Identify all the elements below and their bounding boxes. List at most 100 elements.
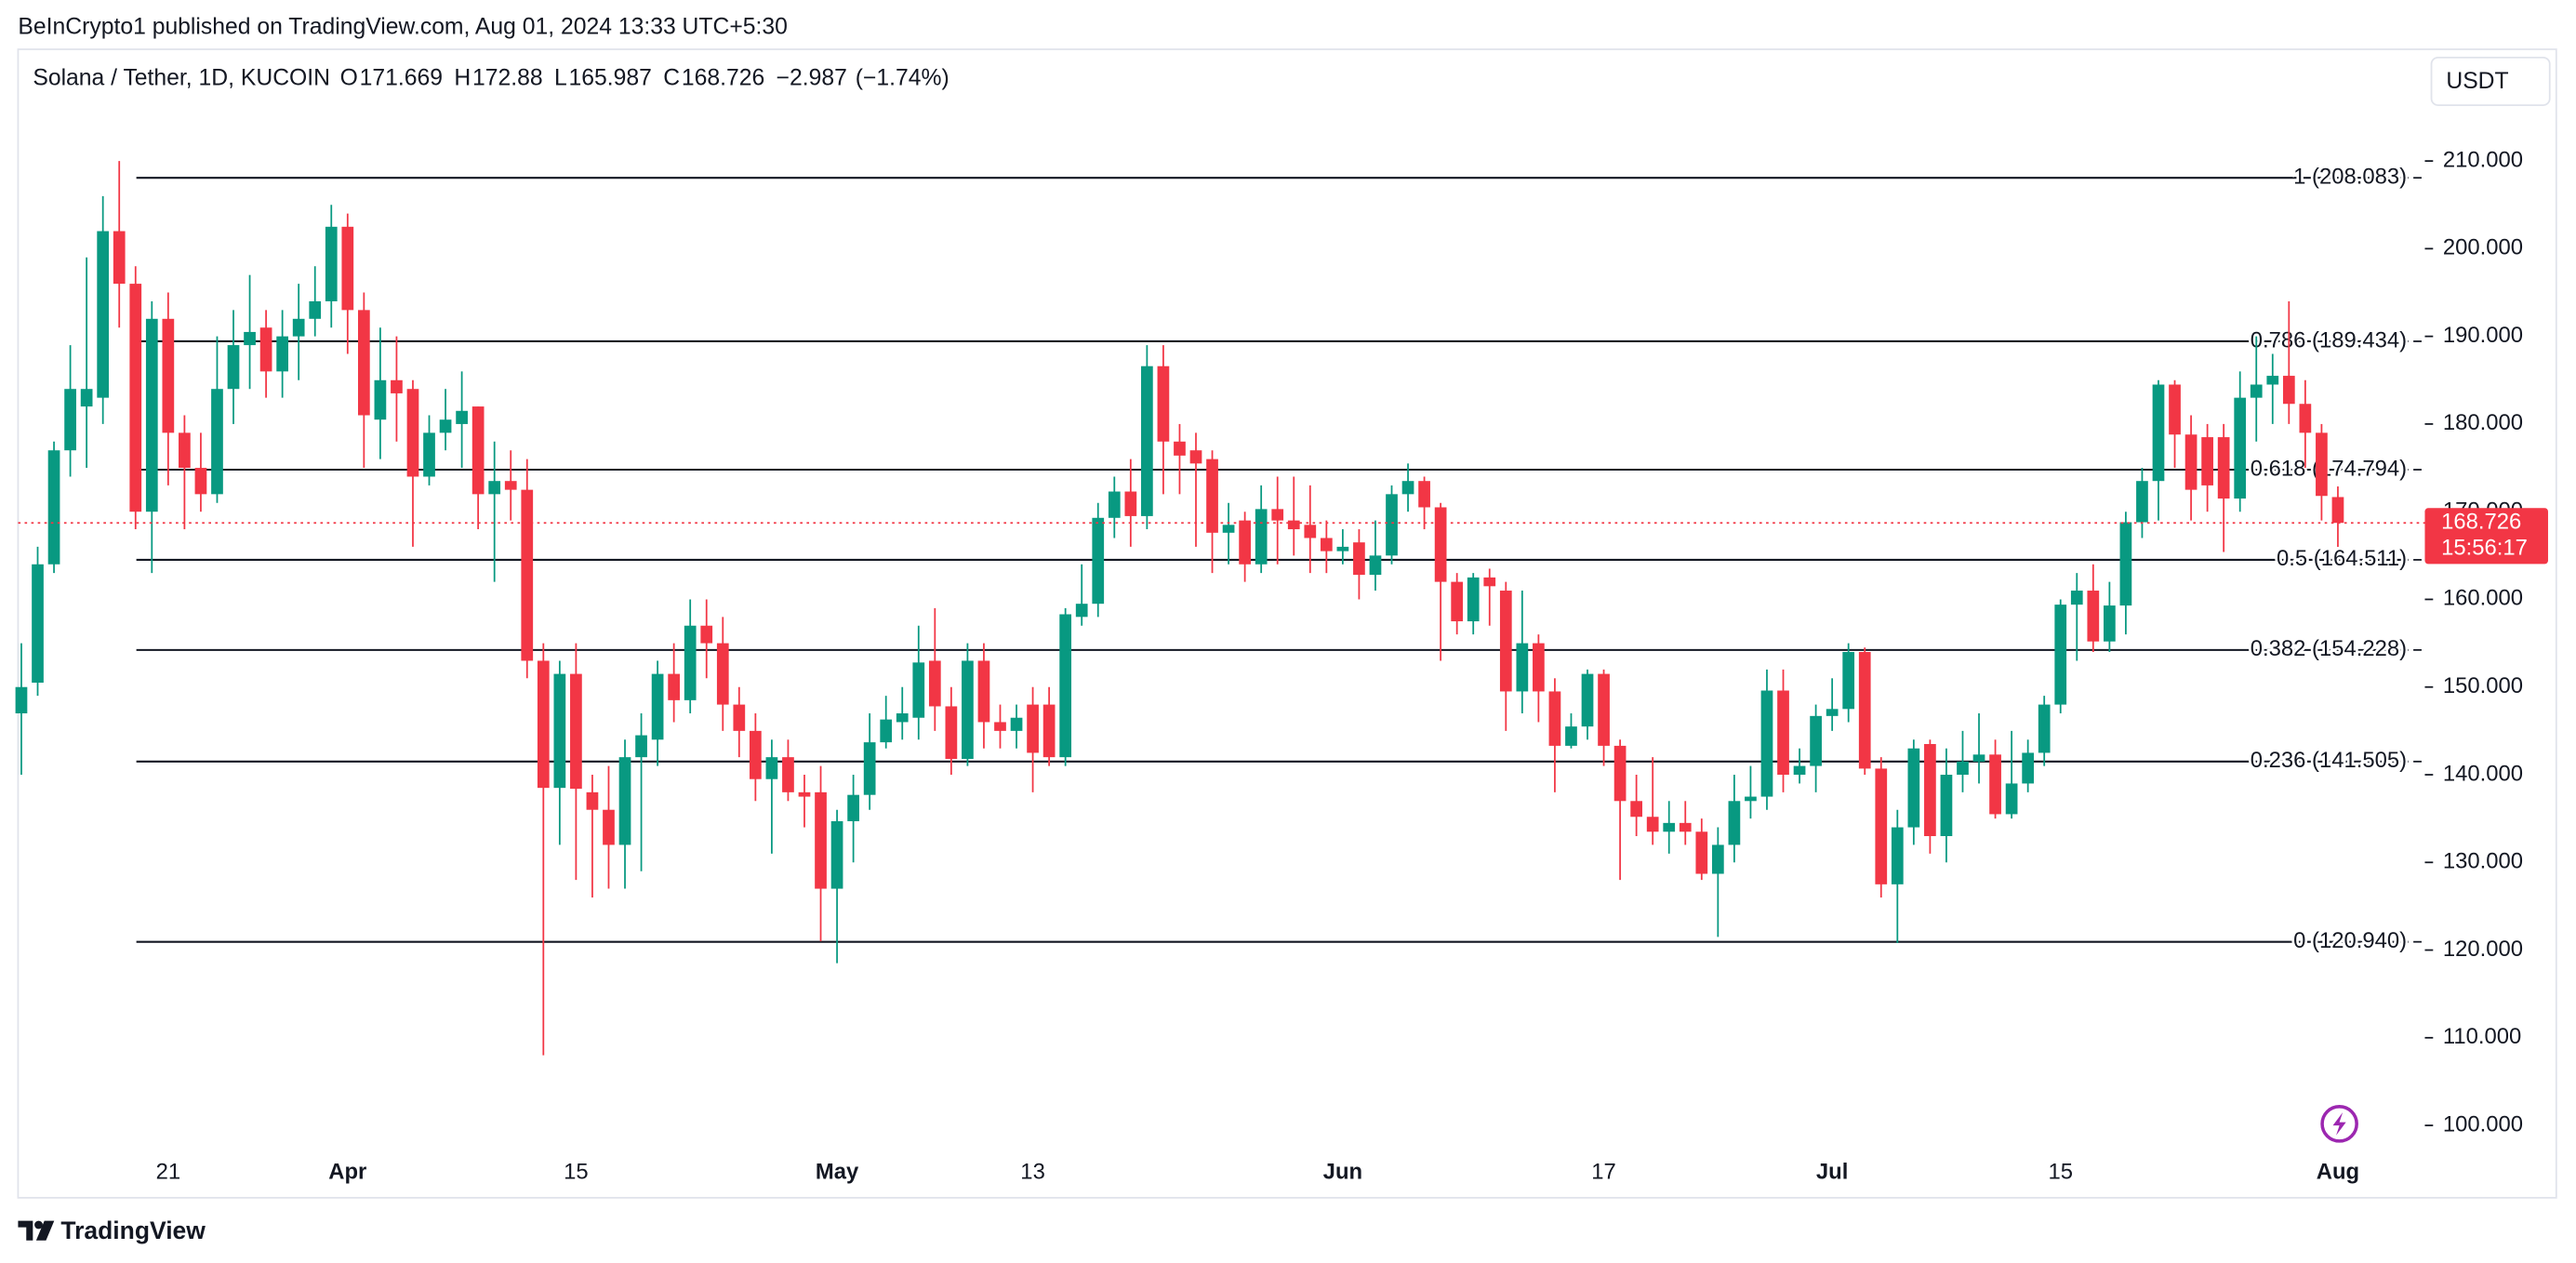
candle-body	[1092, 517, 1105, 605]
logo-part	[18, 1220, 33, 1241]
candle-body	[2005, 783, 2018, 815]
candle-body	[765, 757, 778, 779]
candle-body	[2054, 605, 2067, 705]
chart-frame	[17, 48, 2557, 1199]
icon-ring[interactable]	[2320, 1105, 2358, 1143]
x-tick-label: May	[816, 1160, 859, 1185]
candle-body	[1124, 491, 1137, 516]
x-tick-label: 21	[156, 1160, 181, 1185]
lightning-icon[interactable]	[2320, 1105, 2358, 1143]
candle-body	[113, 231, 126, 285]
candle-body	[750, 730, 762, 779]
candle-body	[357, 310, 370, 416]
fib-label: 0 (120.940)	[2293, 928, 2407, 953]
y-tick-label: 160.000	[2443, 586, 2523, 611]
candle-body	[2234, 397, 2247, 499]
candle-body	[1271, 509, 1284, 521]
candle-body	[1793, 765, 1806, 776]
candle-body	[994, 722, 1006, 731]
icon-bolt[interactable]	[2332, 1111, 2346, 1136]
y-tick-label: 130.000	[2443, 849, 2523, 874]
candle-body	[1467, 577, 1480, 622]
legend-value: 172.88	[472, 65, 543, 90]
candle-body	[912, 662, 925, 718]
candle-body	[1630, 801, 1642, 818]
candle-body	[292, 318, 305, 337]
x-tick-label: 15	[564, 1160, 589, 1185]
candle-body	[1401, 481, 1414, 495]
y-tick-label: 110.000	[2443, 1024, 2521, 1049]
fib-label: 0.5 (164.511)	[2277, 546, 2407, 571]
candle-body	[521, 489, 534, 661]
x-tick-label: Aug	[2317, 1160, 2359, 1185]
candle-body	[47, 450, 60, 565]
candle-body	[2022, 752, 2035, 784]
candle-body	[2266, 376, 2279, 385]
candle-body	[1108, 491, 1121, 518]
candle-body	[603, 809, 615, 845]
candle-body	[635, 735, 647, 758]
candle-body	[2038, 704, 2051, 753]
fib-label: 0.382 (154.228)	[2251, 636, 2407, 661]
candle-body	[129, 284, 142, 512]
chart-title: Solana / Tether, 1D, KUCOIN	[33, 65, 330, 90]
candle-body	[1711, 844, 1724, 874]
candle-body	[439, 419, 452, 433]
candle-body	[1418, 481, 1430, 508]
attribution: BeInCrypto1 published on TradingView.com…	[18, 15, 788, 40]
candle-body	[1386, 494, 1398, 556]
candle-body	[1598, 673, 1610, 746]
candle-body	[15, 686, 28, 714]
x-tick-label: 13	[1020, 1160, 1045, 1185]
candle-body	[2087, 591, 2100, 642]
candle-body	[1434, 507, 1447, 582]
candle-body	[1858, 652, 1871, 769]
candle-body	[2217, 437, 2230, 499]
x-tick-label: Jun	[1323, 1160, 1362, 1185]
candle-body	[928, 660, 941, 707]
candle-body	[830, 820, 843, 889]
candle-body	[2152, 384, 2165, 482]
candle-body	[2282, 376, 2295, 405]
candle-body	[2104, 605, 2116, 642]
countdown-label: 15:56:17	[2441, 536, 2528, 561]
candle-body	[1157, 366, 1170, 442]
candle-body	[1059, 614, 1072, 758]
currency-button[interactable]	[2430, 56, 2551, 106]
candle-body	[32, 564, 44, 684]
candle-body	[1075, 604, 1088, 618]
candle-body	[1924, 744, 1936, 836]
candle-body	[488, 481, 501, 495]
candle-body	[1760, 690, 1773, 797]
candle-body	[1010, 717, 1023, 731]
candle-body	[1663, 822, 1676, 832]
candle-body	[145, 318, 158, 512]
fib-levels: 1 (208.083) 0.786 (189.434) 0.618 (174.794…	[136, 162, 2422, 956]
y-tick-label: 190.000	[2443, 323, 2523, 348]
candle-body	[586, 791, 599, 810]
candle-body	[1174, 441, 1186, 456]
candle-body	[1287, 520, 1300, 530]
candle-body	[896, 713, 909, 723]
candle-body	[1189, 450, 1202, 464]
candle-body	[1957, 761, 1969, 776]
candle-body	[798, 791, 811, 797]
candle-body	[504, 481, 517, 490]
candle-body	[1516, 643, 1529, 692]
y-tick-label: 150.000	[2443, 673, 2523, 698]
candle-body	[1777, 690, 1789, 776]
candle-body	[1206, 459, 1218, 533]
candle-body	[1972, 754, 1985, 762]
candle-body	[962, 660, 974, 760]
candle-body	[1239, 520, 1251, 565]
currency-label[interactable]: USDT	[2446, 69, 2508, 94]
y-tick-label: 200.000	[2443, 235, 2523, 260]
candle-body	[1451, 581, 1464, 622]
candle-body	[1042, 704, 1056, 758]
candle-body	[733, 704, 746, 731]
candle-body	[1533, 643, 1545, 692]
candle-body	[1304, 525, 1317, 538]
candle-body	[1728, 801, 1741, 845]
